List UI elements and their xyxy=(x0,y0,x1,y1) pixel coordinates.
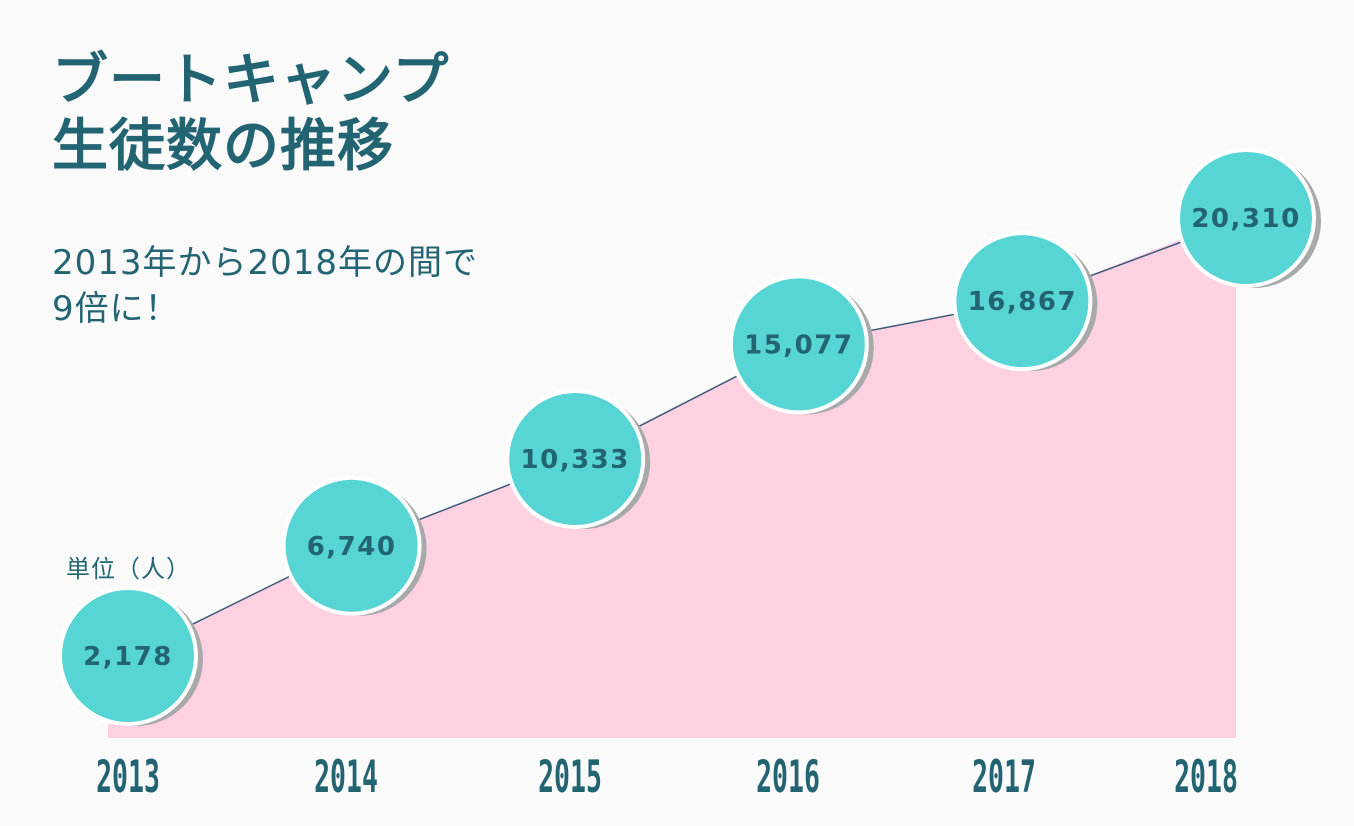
data-point-2014: 6,740 xyxy=(281,475,427,616)
year-axis: 2013 2014 2015 2016 2017 2018 xyxy=(96,751,1238,803)
data-bubble xyxy=(62,590,194,722)
title-line-2: 生徒数の推移 xyxy=(52,114,394,179)
data-point-2016: 15,077 xyxy=(728,274,874,415)
x-tick-label: 2014 xyxy=(314,751,378,803)
data-point-2017: 16,867 xyxy=(952,231,1098,372)
data-label: 10,333 xyxy=(521,445,630,475)
subtitle-line-1: 2013年から2018年の間で xyxy=(52,243,479,283)
data-bubble xyxy=(732,278,865,411)
data-bubble xyxy=(956,235,1089,368)
x-tick-label: 2013 xyxy=(96,751,160,803)
data-bubble xyxy=(509,393,642,526)
data-label: 16,867 xyxy=(968,287,1077,317)
data-bubble xyxy=(285,479,418,612)
x-tick-label: 2018 xyxy=(1174,751,1238,803)
data-label: 6,740 xyxy=(307,532,397,562)
data-label: 15,077 xyxy=(744,330,853,360)
data-point-2018: 20,310 xyxy=(1176,148,1321,288)
data-point-2013: 2,178 xyxy=(58,586,203,726)
title-line-1: ブートキャンプ xyxy=(52,48,450,113)
chart-subtitle: 2013年から2018年の間で 9倍に！ xyxy=(52,240,478,332)
x-tick-label: 2017 xyxy=(972,751,1036,803)
unit-label: 単位（人） xyxy=(66,555,191,583)
x-tick-label: 2016 xyxy=(756,751,820,803)
data-bubble xyxy=(1180,152,1312,284)
data-label: 2,178 xyxy=(83,642,173,672)
subtitle-line-2: 9倍に！ xyxy=(52,289,180,329)
chart-title: ブートキャンプ 生徒数の推移 xyxy=(52,48,449,180)
x-tick-label: 2015 xyxy=(538,751,602,803)
bubble-layer: 2,178 6,740 10,333 15,077 16,867 20,310 xyxy=(58,148,1321,726)
data-point-2015: 10,333 xyxy=(505,389,651,530)
data-label: 20,310 xyxy=(1191,204,1300,234)
